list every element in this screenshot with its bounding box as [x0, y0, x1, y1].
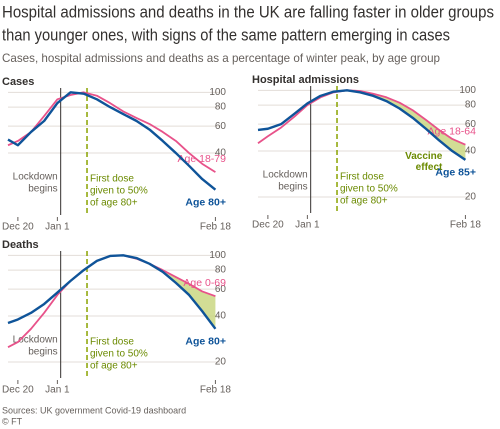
legend-label: Age 80+: [185, 336, 226, 348]
legend-label: Age 85+: [435, 167, 476, 179]
annotation-text: First dose: [340, 172, 384, 183]
panel-title: Cases: [2, 76, 34, 88]
x-tick-label: Jan 1: [45, 385, 70, 396]
credit: © FT: [2, 416, 23, 426]
annotation-text: of age 80+: [90, 361, 138, 372]
series-line: [7, 91, 216, 173]
series-line: [257, 89, 466, 146]
legend-label: Age 0-69: [183, 277, 226, 289]
y-tick-label: 100: [209, 250, 226, 261]
title-line: Hospital admissions and deaths in the UK…: [2, 2, 494, 21]
y-tick-label: 40: [465, 146, 477, 157]
annotation-text: effect: [416, 162, 443, 173]
y-tick-label: 80: [215, 102, 227, 113]
x-tick-label: Jan 1: [45, 222, 70, 233]
annotation-text: First dose: [90, 174, 134, 185]
series-line: [7, 254, 217, 330]
series-line: [7, 91, 217, 191]
panel-title: Deaths: [2, 239, 39, 251]
x-tick-label: Feb 18: [200, 385, 232, 396]
source: Sources: UK government Covid-19 dashboar…: [2, 405, 186, 415]
annotation-text: Lockdown: [263, 170, 308, 181]
y-tick-label: 80: [465, 100, 477, 111]
annotation-text: Vaccine: [405, 151, 443, 162]
annotation-text: begins: [28, 184, 57, 195]
x-tick-label: Jan 1: [295, 220, 320, 231]
annotation-text: First dose: [90, 337, 134, 348]
x-tick-label: Dec 20: [2, 222, 34, 233]
x-tick-label: Feb 18: [450, 220, 482, 231]
annotation-text: given to 50%: [90, 349, 148, 360]
y-tick-label: 20: [465, 192, 477, 203]
title-line: than younger ones, with signs of the sam…: [2, 25, 450, 44]
annotation-text: Lockdown: [13, 172, 58, 183]
y-tick-label: 60: [215, 284, 227, 295]
y-tick-label: 100: [209, 87, 226, 98]
annotation-text: of age 80+: [90, 198, 138, 209]
x-tick-label: Dec 20: [2, 385, 34, 396]
y-tick-label: 60: [215, 121, 227, 132]
series-line: [257, 89, 467, 161]
subtitle: Cases, hospital admissions and deaths as…: [2, 51, 440, 65]
legend-label: Age 80+: [185, 197, 226, 209]
annotation-text: given to 50%: [90, 186, 148, 197]
x-tick-label: Dec 20: [252, 220, 284, 231]
y-tick-label: 40: [215, 148, 227, 159]
legend-label: Age 18-64: [428, 126, 477, 138]
annotation-text: given to 50%: [340, 184, 398, 195]
annotation-text: of age 80+: [340, 196, 388, 207]
y-tick-label: 100: [459, 85, 476, 96]
y-tick-label: 40: [215, 311, 227, 322]
series-line: [7, 254, 216, 349]
panel-title: Hospital admissions: [252, 74, 359, 86]
annotation-text: begins: [28, 347, 57, 358]
x-tick-label: Feb 18: [200, 222, 232, 233]
y-tick-label: 20: [215, 357, 227, 368]
annotation-text: Lockdown: [13, 335, 58, 346]
annotation-text: begins: [278, 182, 307, 193]
y-tick-label: 60: [465, 119, 477, 130]
legend-label: Age 18-79: [178, 153, 227, 165]
y-tick-label: 80: [215, 265, 227, 276]
